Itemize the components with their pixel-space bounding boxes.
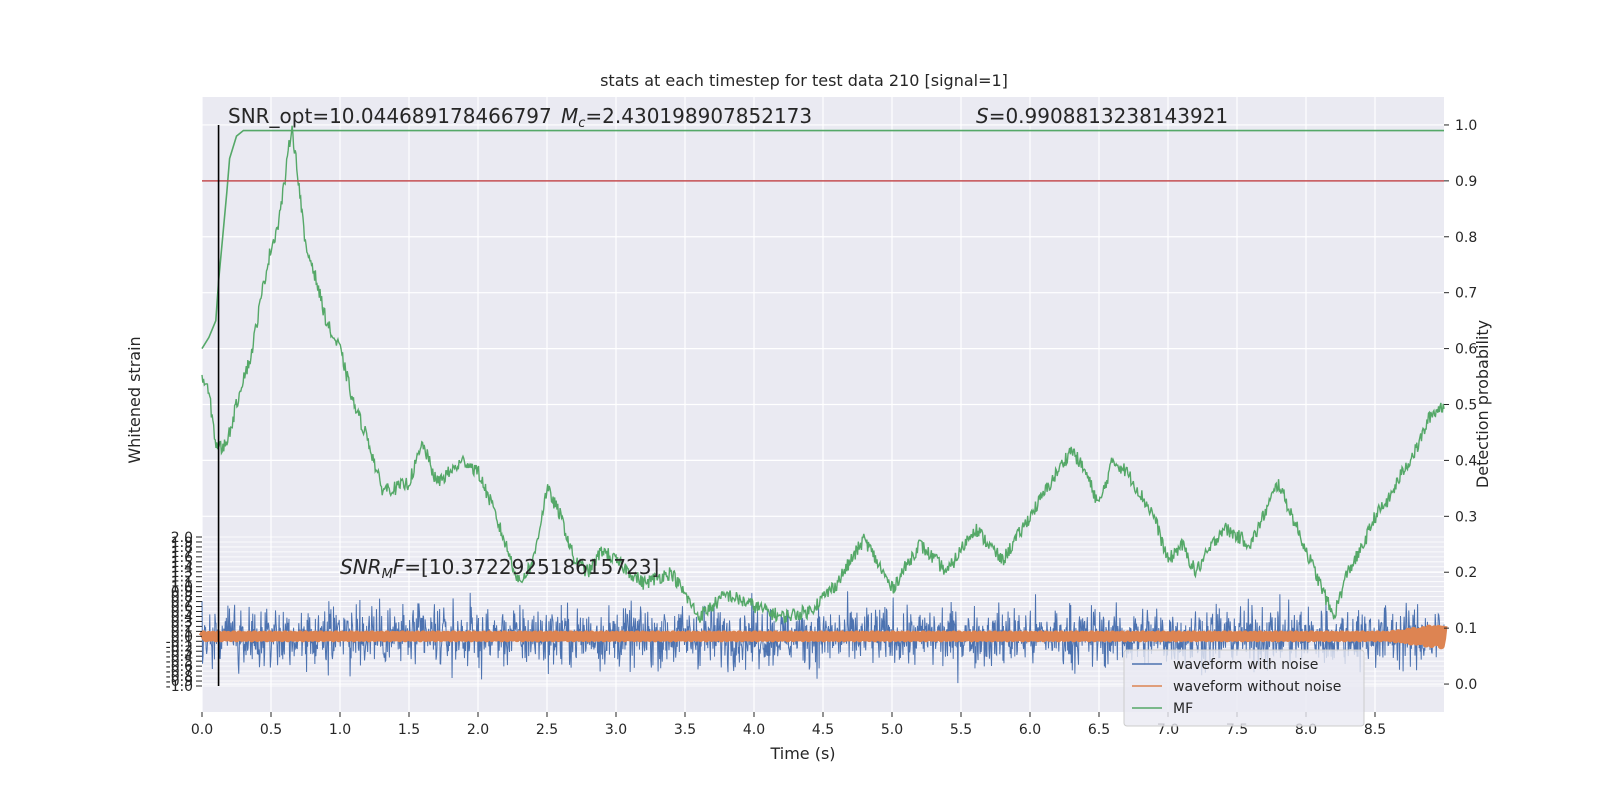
y-tick-label-left: 0.4 bbox=[171, 609, 193, 625]
chart-title: stats at each timestep for test data 210… bbox=[600, 71, 1008, 90]
threshold-and-marker bbox=[202, 124, 1444, 686]
x-tick-label: 0.5 bbox=[260, 722, 282, 738]
x-axis-label: Time (s) bbox=[769, 744, 835, 763]
y-tick-label-right: 0.9 bbox=[1455, 174, 1477, 190]
y-tick-label-left: 1.5 bbox=[171, 555, 193, 571]
y-tick-label-left: 0.7 bbox=[171, 595, 193, 611]
y-tick-label-left: 1.3 bbox=[171, 565, 193, 581]
x-tick-label: 1.0 bbox=[329, 722, 351, 738]
y-tick-label-left: 0.5 bbox=[171, 605, 193, 621]
snr-mf-value: =[10.372292518615723] bbox=[404, 555, 659, 579]
y-tick-label-left: 2.0 bbox=[171, 530, 193, 546]
y-tick-label-right: 0.5 bbox=[1455, 398, 1477, 414]
x-tick-label: 5.5 bbox=[950, 722, 972, 738]
snr-mf-suffix: F bbox=[393, 555, 405, 579]
y-tick-label-left: 0.6 bbox=[171, 600, 193, 616]
y-tick-label-right: 0.1 bbox=[1455, 621, 1477, 637]
legend: waveform with noise waveform without noi… bbox=[1123, 649, 1365, 727]
x-tick-label: 2.5 bbox=[536, 722, 558, 738]
mc-symbol: M bbox=[561, 104, 578, 128]
y-tick-label-left: -1.0 bbox=[166, 679, 193, 695]
x-tick-label: 8.5 bbox=[1364, 722, 1386, 738]
mf-line bbox=[201, 125, 1445, 624]
s-value: =0.9908813238143921 bbox=[989, 104, 1228, 128]
y-tick-label-left: 0.0 bbox=[171, 629, 193, 645]
x-tick-label: 5.0 bbox=[881, 722, 903, 738]
annotation-snr-mf: SNRMF=[10.372292518615723] bbox=[340, 555, 659, 582]
y-tick-label-left: 0.8 bbox=[171, 590, 193, 606]
y-tick-label-left: 1.7 bbox=[171, 545, 193, 561]
y-tick-label-right: 0.4 bbox=[1455, 453, 1477, 469]
annotation-mc: Mc=2.430198907852173 bbox=[561, 104, 812, 131]
y-tick-label-left: -0.8 bbox=[166, 669, 193, 685]
snr-mf-prefix: SNR bbox=[340, 555, 382, 579]
x-tick-label: 2.0 bbox=[467, 722, 489, 738]
y-tick-label-left: 0.2 bbox=[171, 619, 193, 635]
y-tick-label-left: -0.2 bbox=[166, 639, 193, 655]
y-tick-label-left: -0.5 bbox=[166, 654, 193, 670]
y-tick-label-left: 1.4 bbox=[171, 560, 193, 576]
x-tick-label: 0.0 bbox=[191, 722, 213, 738]
x-tick-label: 6.0 bbox=[1019, 722, 1041, 738]
y-tick-label-right: 0.6 bbox=[1455, 342, 1477, 358]
y-tick-label-right: 0.7 bbox=[1455, 286, 1477, 302]
annotation-s: S=0.9908813238143921 bbox=[976, 104, 1228, 128]
y-tick-label-left: 1.9 bbox=[171, 535, 193, 551]
x-tick-label: 4.0 bbox=[743, 722, 765, 738]
y-axis-label-left: Whitened strain bbox=[125, 336, 144, 463]
series-detection-probability bbox=[201, 129, 1444, 350]
y-tick-label-left: -0.9 bbox=[166, 674, 193, 690]
y-tick-label-left: -0.4 bbox=[166, 649, 193, 665]
legend-entry-noise: waveform with noise bbox=[1173, 657, 1318, 673]
s-symbol: S bbox=[976, 104, 989, 128]
y-tick-label-left: 1.2 bbox=[171, 570, 193, 586]
y-tick-label-left: 1.6 bbox=[171, 550, 193, 566]
y-tick-label-right: 1.0 bbox=[1455, 118, 1477, 134]
y-axis-label-right: Detection probability bbox=[1473, 320, 1492, 488]
y-tick-label-right: 0.0 bbox=[1455, 677, 1477, 693]
y-tick-label-left: 1.0 bbox=[171, 580, 193, 596]
y-tick-label-left: -0.3 bbox=[166, 644, 193, 660]
y-tick-label-left: -0.6 bbox=[166, 659, 193, 675]
axis-ticks: 0.0 0.5 1.0 1.5 2.0 2.5 3.0 3.5 4.0 4.5 5.0 5.5 6.0 6… bbox=[166, 118, 1478, 738]
series-mf bbox=[201, 125, 1445, 624]
mc-subscript: c bbox=[578, 116, 585, 131]
y-tick-label-right: 0.8 bbox=[1455, 230, 1477, 246]
detection-probability-line bbox=[201, 129, 1444, 350]
y-tick-label-left: 0.3 bbox=[171, 614, 193, 630]
x-tick-label: 6.5 bbox=[1088, 722, 1110, 738]
y-tick-label-left: 0.1 bbox=[171, 624, 193, 640]
x-tick-label: 4.5 bbox=[812, 722, 834, 738]
snr-mf-subscript: M bbox=[382, 567, 393, 582]
y-tick-label-left: 1.1 bbox=[171, 575, 193, 591]
x-tick-label: 3.0 bbox=[605, 722, 627, 738]
y-tick-label-left: 1.8 bbox=[171, 540, 193, 556]
waveform-without-noise-line bbox=[198, 624, 1448, 650]
annotation-snr-opt: SNR_opt=10.044689178466797 bbox=[228, 104, 552, 128]
y-tick-label-right: 0.3 bbox=[1455, 509, 1477, 525]
y-tick-label-left: -0.1 bbox=[166, 634, 193, 650]
y-tick-label-left: -0.7 bbox=[166, 664, 193, 680]
x-tick-label: 1.5 bbox=[398, 722, 420, 738]
series-waveform-without-noise bbox=[198, 624, 1448, 650]
legend-entry-clean: waveform without noise bbox=[1173, 679, 1341, 695]
y-tick-label-right: 0.2 bbox=[1455, 565, 1477, 581]
x-tick-label: 3.5 bbox=[674, 722, 696, 738]
legend-box bbox=[1123, 649, 1365, 727]
y-tick-label-left: 0.9 bbox=[171, 585, 193, 601]
legend-entry-mf: MF bbox=[1173, 701, 1193, 717]
mc-value: =2.430198907852173 bbox=[585, 104, 812, 128]
